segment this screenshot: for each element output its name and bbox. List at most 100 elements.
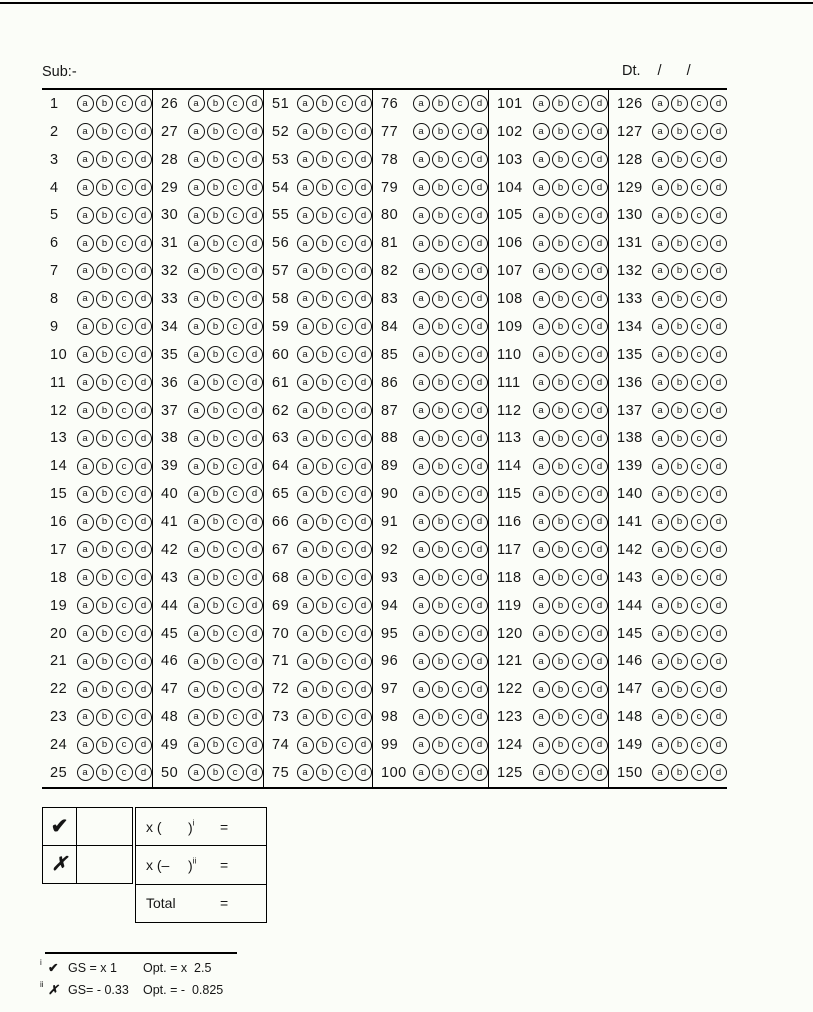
option-bubble-b[interactable]: b: [552, 625, 569, 643]
option-bubble-b[interactable]: b: [96, 290, 113, 308]
option-bubble-c[interactable]: c: [571, 374, 589, 392]
option-bubble-a[interactable]: a: [296, 95, 314, 113]
option-bubble-a[interactable]: a: [76, 206, 94, 224]
option-bubble-b[interactable]: b: [316, 569, 333, 587]
option-bubble-b[interactable]: b: [96, 597, 113, 615]
option-bubble-a[interactable]: a: [412, 541, 430, 559]
option-bubble-c[interactable]: c: [451, 123, 469, 141]
option-bubble-c[interactable]: c: [226, 736, 244, 754]
option-bubble-d[interactable]: d: [246, 736, 263, 754]
option-bubble-b[interactable]: b: [96, 179, 113, 197]
option-bubble-b[interactable]: b: [207, 206, 224, 224]
option-bubble-a[interactable]: a: [651, 597, 669, 615]
option-bubble-d[interactable]: d: [591, 402, 608, 420]
option-bubble-d[interactable]: d: [135, 95, 152, 113]
option-bubble-b[interactable]: b: [207, 457, 224, 475]
option-bubble-a[interactable]: a: [651, 429, 669, 447]
option-bubble-a[interactable]: a: [651, 95, 669, 113]
option-bubble-b[interactable]: b: [432, 736, 449, 754]
option-bubble-c[interactable]: c: [451, 485, 469, 503]
option-bubble-d[interactable]: d: [710, 429, 727, 447]
option-bubble-d[interactable]: d: [591, 569, 608, 587]
option-bubble-c[interactable]: c: [571, 346, 589, 364]
option-bubble-d[interactable]: d: [591, 262, 608, 280]
option-bubble-b[interactable]: b: [96, 764, 113, 782]
option-bubble-c[interactable]: c: [335, 374, 353, 392]
option-bubble-a[interactable]: a: [296, 485, 314, 503]
option-bubble-b[interactable]: b: [207, 736, 224, 754]
option-bubble-d[interactable]: d: [471, 764, 488, 782]
option-bubble-c[interactable]: c: [335, 429, 353, 447]
option-bubble-b[interactable]: b: [552, 123, 569, 141]
option-bubble-d[interactable]: d: [135, 708, 152, 726]
option-bubble-d[interactable]: d: [246, 708, 263, 726]
option-bubble-d[interactable]: d: [246, 95, 263, 113]
option-bubble-d[interactable]: d: [591, 625, 608, 643]
option-bubble-b[interactable]: b: [316, 95, 333, 113]
option-bubble-a[interactable]: a: [296, 151, 314, 169]
option-bubble-a[interactable]: a: [296, 764, 314, 782]
option-bubble-a[interactable]: a: [76, 708, 94, 726]
option-bubble-c[interactable]: c: [335, 402, 353, 420]
option-bubble-a[interactable]: a: [296, 457, 314, 475]
option-bubble-d[interactable]: d: [710, 290, 727, 308]
option-bubble-c[interactable]: c: [226, 346, 244, 364]
option-bubble-a[interactable]: a: [532, 597, 550, 615]
option-bubble-a[interactable]: a: [187, 402, 205, 420]
option-bubble-c[interactable]: c: [451, 234, 469, 252]
option-bubble-c[interactable]: c: [226, 151, 244, 169]
option-bubble-a[interactable]: a: [532, 736, 550, 754]
option-bubble-a[interactable]: a: [412, 374, 430, 392]
option-bubble-a[interactable]: a: [296, 262, 314, 280]
option-bubble-b[interactable]: b: [552, 652, 569, 670]
option-bubble-a[interactable]: a: [651, 374, 669, 392]
option-bubble-a[interactable]: a: [532, 179, 550, 197]
option-bubble-a[interactable]: a: [296, 429, 314, 447]
option-bubble-c[interactable]: c: [690, 402, 708, 420]
option-bubble-b[interactable]: b: [671, 318, 688, 336]
option-bubble-c[interactable]: c: [335, 262, 353, 280]
option-bubble-d[interactable]: d: [591, 680, 608, 698]
option-bubble-c[interactable]: c: [335, 457, 353, 475]
option-bubble-b[interactable]: b: [552, 151, 569, 169]
option-bubble-b[interactable]: b: [671, 262, 688, 280]
option-bubble-c[interactable]: c: [690, 597, 708, 615]
option-bubble-a[interactable]: a: [296, 179, 314, 197]
option-bubble-d[interactable]: d: [355, 485, 372, 503]
option-bubble-d[interactable]: d: [471, 290, 488, 308]
option-bubble-c[interactable]: c: [571, 95, 589, 113]
option-bubble-d[interactable]: d: [135, 318, 152, 336]
option-bubble-d[interactable]: d: [591, 541, 608, 559]
option-bubble-a[interactable]: a: [532, 346, 550, 364]
option-bubble-c[interactable]: c: [690, 290, 708, 308]
option-bubble-a[interactable]: a: [76, 513, 94, 531]
option-bubble-c[interactable]: c: [115, 123, 133, 141]
option-bubble-d[interactable]: d: [135, 151, 152, 169]
option-bubble-c[interactable]: c: [335, 569, 353, 587]
option-bubble-d[interactable]: d: [246, 151, 263, 169]
option-bubble-b[interactable]: b: [552, 402, 569, 420]
option-bubble-b[interactable]: b: [207, 429, 224, 447]
option-bubble-a[interactable]: a: [412, 625, 430, 643]
option-bubble-b[interactable]: b: [552, 262, 569, 280]
option-bubble-b[interactable]: b: [552, 569, 569, 587]
option-bubble-c[interactable]: c: [115, 318, 133, 336]
option-bubble-d[interactable]: d: [710, 652, 727, 670]
option-bubble-d[interactable]: d: [591, 457, 608, 475]
option-bubble-a[interactable]: a: [296, 652, 314, 670]
option-bubble-d[interactable]: d: [591, 206, 608, 224]
option-bubble-b[interactable]: b: [432, 597, 449, 615]
option-bubble-d[interactable]: d: [710, 151, 727, 169]
option-bubble-d[interactable]: d: [591, 764, 608, 782]
option-bubble-c[interactable]: c: [226, 625, 244, 643]
option-bubble-c[interactable]: c: [571, 513, 589, 531]
option-bubble-d[interactable]: d: [246, 206, 263, 224]
option-bubble-c[interactable]: c: [335, 708, 353, 726]
option-bubble-a[interactable]: a: [296, 597, 314, 615]
option-bubble-c[interactable]: c: [115, 151, 133, 169]
option-bubble-a[interactable]: a: [296, 680, 314, 698]
option-bubble-c[interactable]: c: [335, 652, 353, 670]
option-bubble-d[interactable]: d: [471, 262, 488, 280]
option-bubble-d[interactable]: d: [710, 318, 727, 336]
option-bubble-a[interactable]: a: [412, 290, 430, 308]
